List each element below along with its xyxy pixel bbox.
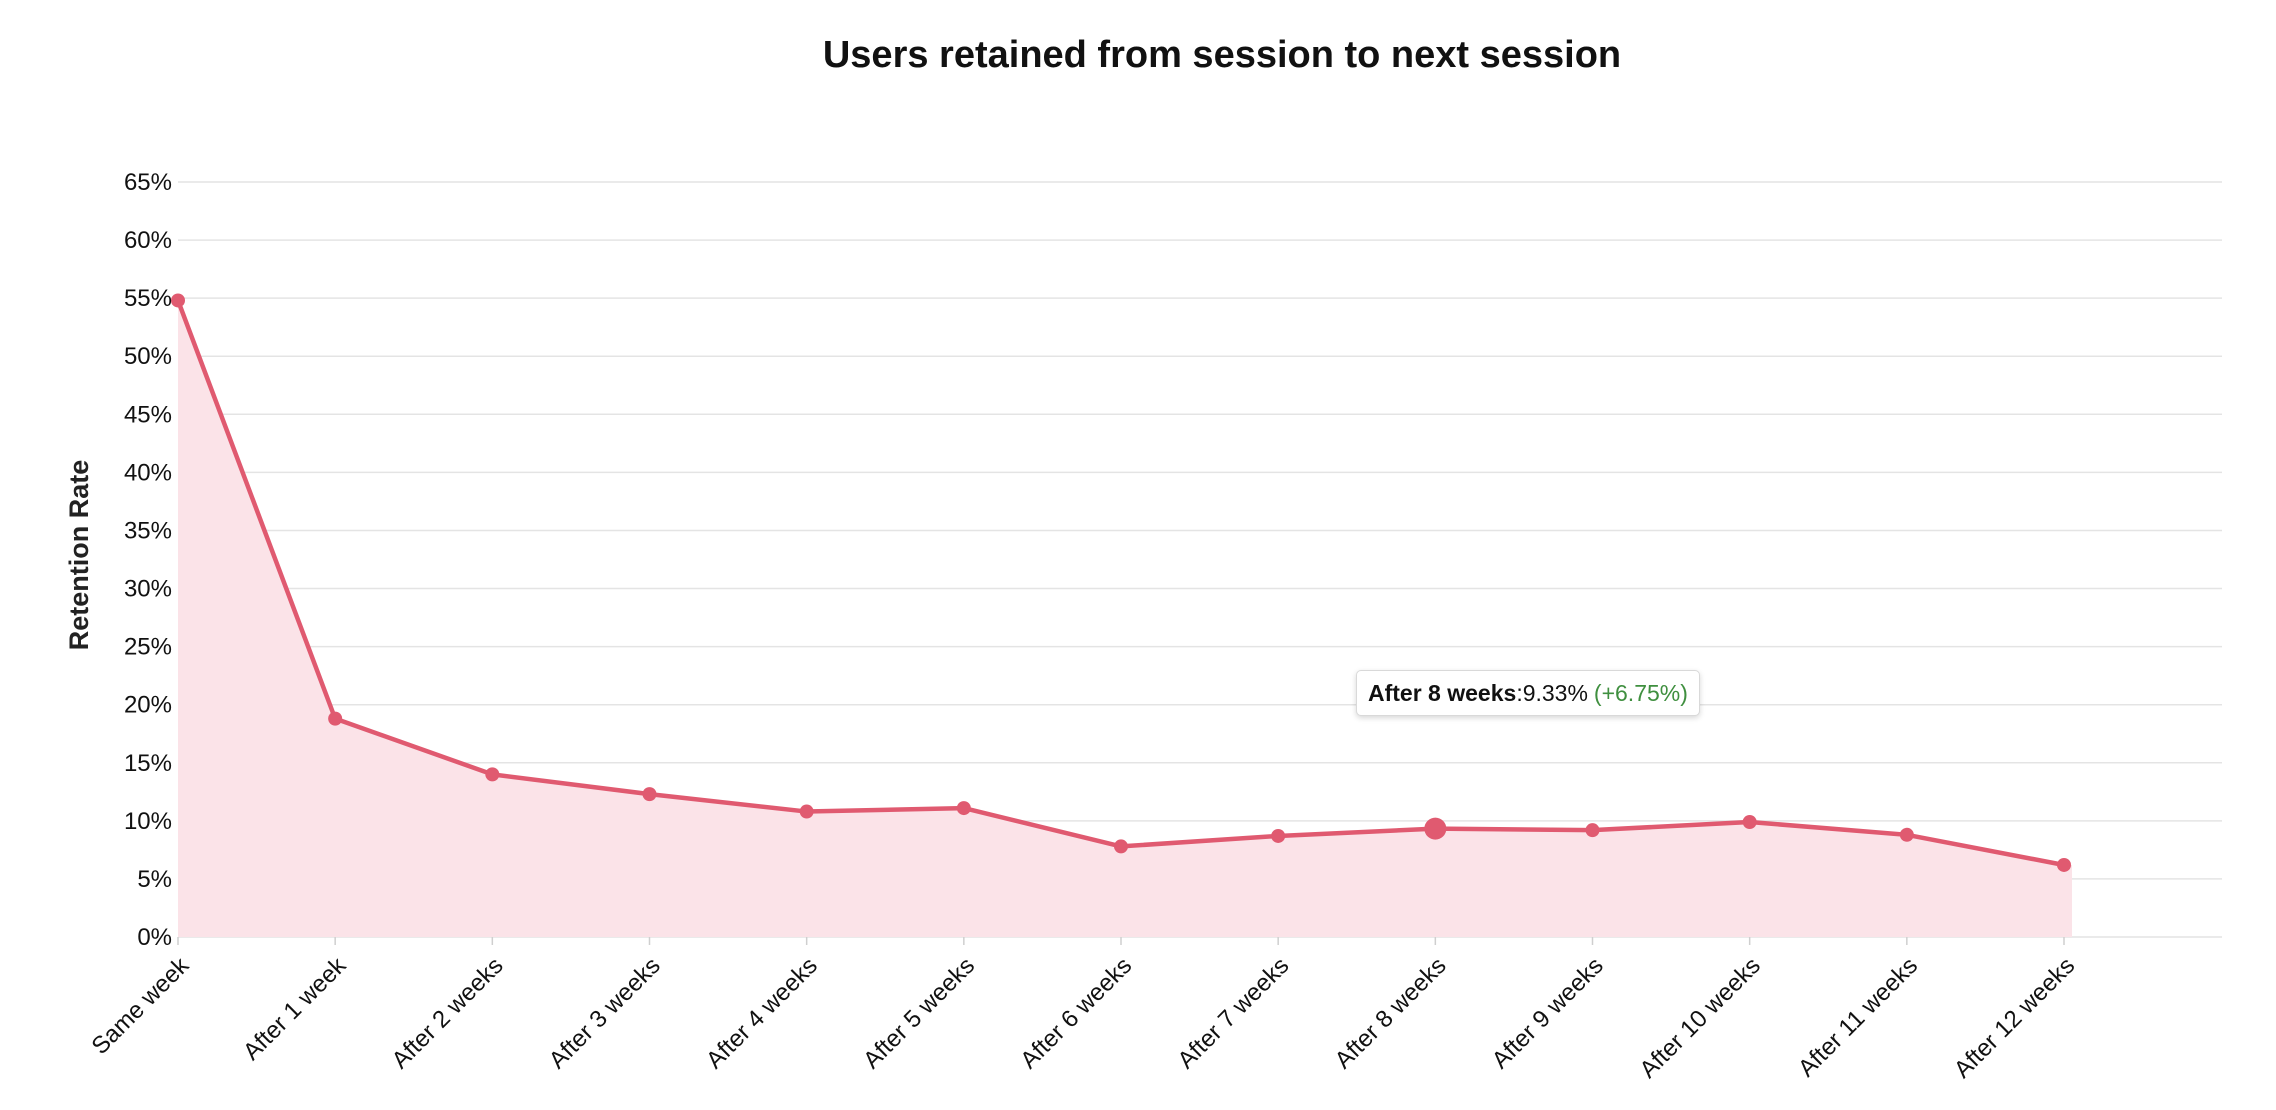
data-point [171,293,185,308]
y-tick-label: 5% [137,866,172,893]
data-point [799,804,814,819]
data-point [328,711,343,726]
data-point [1271,828,1286,843]
x-tick-label: After 10 weeks [1635,952,1766,1083]
y-axis-label: Retention Rate [64,460,94,651]
tooltip-value: 9.33% [1522,679,1588,706]
data-point [956,801,971,816]
area-fill [178,300,2072,937]
tooltip-change: (+6.75%) [1593,679,1688,706]
y-tick-label: 65% [124,169,172,196]
y-tick-label: 50% [124,343,172,370]
data-point [642,787,657,802]
x-tick-label: After 7 weeks [1172,952,1294,1074]
x-tick-labels: Same week After 1 week After 2 weeks After … [86,937,2080,1083]
tooltip-label: After 8 weeks [1368,679,1517,706]
x-tick-label: After 8 weeks [1330,952,1452,1074]
x-tick-label: After 12 weeks [1949,952,2080,1083]
data-point [485,767,500,782]
x-tick-label: After 4 weeks [701,952,823,1074]
data-point [1742,815,1757,830]
x-tick-label: After 9 weeks [1487,952,1609,1074]
x-tick-label: After 2 weeks [387,952,509,1074]
area-fill-layer [178,300,2072,937]
x-tick-label: After 6 weeks [1015,952,1137,1074]
y-tick-labels: 0% 5% 10% 15% 20% 25% 30% 35% 40% 45% 50% 55% 60% 65% [124,169,172,951]
y-tick-label: 30% [124,576,172,603]
data-point [1114,839,1128,854]
y-tick-label: 55% [124,285,172,312]
data-point [1585,823,1600,838]
x-tick-label: After 3 weeks [544,952,666,1074]
y-tick-label: 10% [124,808,172,835]
hover-tooltip: After 8 weeks: 9.33% (+6.75%) [1356,670,1700,716]
chart-title: Users retained from session to next sess… [823,34,1621,76]
x-tick-label: After 1 week [238,951,352,1065]
data-point-highlighted [1424,817,1447,840]
data-point [2057,857,2071,872]
y-tick-label: 35% [124,517,172,544]
y-tick-label: 40% [124,459,172,486]
gridlines [178,181,2222,938]
y-tick-label: 0% [137,924,172,951]
x-tick-label: After 11 weeks [1793,952,1923,1082]
data-point [1899,827,1914,842]
tooltip-separator: : [1516,679,1523,706]
y-tick-label: 15% [124,750,172,777]
x-tick-label: After 5 weeks [858,952,980,1074]
y-tick-label: 20% [124,692,172,719]
y-tick-label: 45% [124,401,172,428]
y-tick-label: 60% [124,227,172,254]
y-tick-label: 25% [124,634,172,661]
x-tick-label: Same week [86,951,194,1059]
data-points [171,293,2071,872]
